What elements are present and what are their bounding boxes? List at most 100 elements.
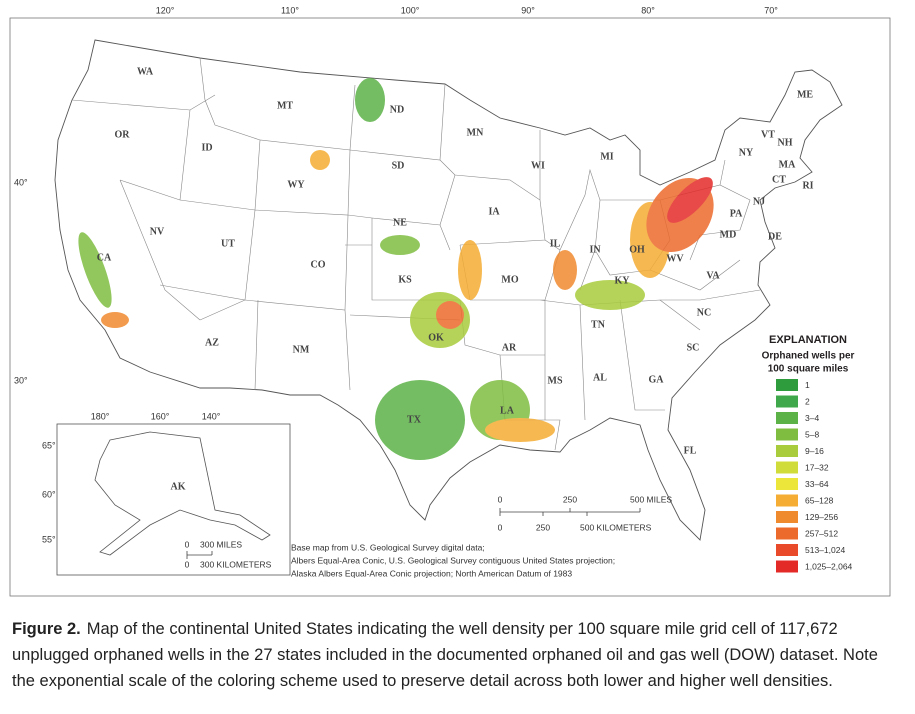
state-label: OR bbox=[115, 129, 131, 140]
legend-label: 9–16 bbox=[805, 446, 824, 456]
state-label: SD bbox=[392, 160, 405, 171]
state-label: DE bbox=[768, 231, 782, 242]
scale-miles-label: 500 MILES bbox=[630, 494, 672, 504]
inset-scale-km-label: 300 KILOMETERS bbox=[200, 559, 272, 569]
longitude-label: 80° bbox=[641, 5, 655, 15]
map-credit: Alaska Albers Equal-Area Conic projectio… bbox=[291, 568, 572, 578]
state-label: NV bbox=[150, 226, 165, 237]
longitude-label: 120° bbox=[156, 5, 175, 15]
legend-label: 65–128 bbox=[805, 495, 834, 505]
inset-latitude-label: 60° bbox=[42, 489, 56, 499]
state-label: MD bbox=[720, 229, 737, 240]
scale-miles-label: 0 bbox=[498, 494, 503, 504]
state-label: OH bbox=[629, 244, 645, 255]
state-label: ND bbox=[390, 104, 404, 115]
state-label: WV bbox=[666, 253, 684, 264]
legend-swatch bbox=[776, 511, 798, 523]
legend-swatch bbox=[776, 445, 798, 457]
legend-label: 5–8 bbox=[805, 429, 819, 439]
caption-text: Map of the continental United States ind… bbox=[12, 620, 878, 690]
latitude-label: 40° bbox=[14, 177, 28, 187]
legend-swatch bbox=[776, 461, 798, 474]
state-label: AZ bbox=[205, 337, 219, 348]
state-label: NE bbox=[393, 217, 407, 228]
state-label: UT bbox=[221, 238, 235, 249]
state-label: KS bbox=[398, 274, 412, 285]
state-label: LA bbox=[500, 405, 515, 416]
state-label: TN bbox=[591, 319, 606, 330]
scale-km-label: 0 bbox=[498, 522, 503, 532]
legend-swatch bbox=[776, 544, 798, 556]
legend-swatch bbox=[776, 395, 798, 408]
state-label: MS bbox=[548, 375, 563, 386]
legend-swatch bbox=[776, 412, 798, 424]
longitude-label: 110° bbox=[281, 5, 299, 15]
legend-swatch bbox=[776, 428, 798, 441]
state-label: CO bbox=[311, 259, 326, 270]
inset-longitude-label: 180° bbox=[91, 411, 110, 421]
state-label: CA bbox=[97, 252, 112, 263]
state-label: RI bbox=[802, 180, 813, 191]
caption-label: Figure 2. bbox=[12, 620, 81, 638]
inset-latitude-label: 55° bbox=[42, 534, 56, 544]
state-label: IN bbox=[589, 244, 601, 255]
longitude-label: 90° bbox=[521, 5, 535, 15]
legend-label: 257–512 bbox=[805, 528, 838, 538]
longitude-label: 100° bbox=[401, 5, 420, 15]
inset-longitude-label: 160° bbox=[151, 411, 170, 421]
state-label: NM bbox=[293, 344, 310, 355]
state-label: NC bbox=[697, 307, 711, 318]
inset-scale-miles-label: 0 bbox=[185, 539, 190, 549]
legend-label: 129–256 bbox=[805, 512, 838, 522]
state-label: MA bbox=[779, 159, 796, 170]
state-label: ID bbox=[201, 142, 212, 153]
legend-subtitle: Orphaned wells per bbox=[762, 351, 855, 362]
inset-label: AK bbox=[171, 481, 186, 492]
inset-scale-bar bbox=[186, 551, 213, 559]
caption: Figure 2. Map of the continental United S… bbox=[12, 616, 904, 694]
legend-swatch bbox=[776, 478, 798, 490]
latitude-label: 30° bbox=[14, 375, 28, 385]
state-label: AR bbox=[502, 342, 517, 353]
scale-km-label: 500 KILOMETERS bbox=[580, 522, 652, 532]
legend-subtitle: 100 square miles bbox=[768, 364, 849, 375]
state-label: MT bbox=[277, 100, 293, 111]
state-label: VT bbox=[761, 129, 775, 140]
state-label: OK bbox=[428, 332, 444, 343]
inset-scale-miles-label: 300 MILES bbox=[200, 539, 242, 549]
state-label: WY bbox=[287, 179, 305, 190]
state-label: NH bbox=[778, 137, 793, 148]
state-label: SC bbox=[687, 342, 700, 353]
scale-bar bbox=[499, 508, 641, 516]
scale-km-label: 250 bbox=[536, 522, 550, 532]
legend-swatch bbox=[776, 560, 798, 573]
map-credit: Albers Equal-Area Conic, U.S. Geological… bbox=[291, 555, 615, 565]
legend-label: 17–32 bbox=[805, 462, 829, 472]
state-label: MN bbox=[467, 127, 484, 138]
legend-swatch bbox=[776, 527, 798, 540]
inset-latitude-label: 65° bbox=[42, 440, 56, 450]
legend-label: 1,025–2,064 bbox=[805, 561, 853, 571]
legend-label: 513–1,024 bbox=[805, 545, 845, 555]
state-label: CT bbox=[772, 174, 786, 185]
state-label: FL bbox=[684, 445, 697, 456]
state-label: WI bbox=[531, 160, 545, 171]
state-label: MI bbox=[600, 151, 613, 162]
alaska-outline bbox=[94, 431, 271, 556]
state-label: IL bbox=[550, 238, 561, 249]
map-frame bbox=[9, 17, 891, 597]
state-label: NJ bbox=[753, 196, 765, 207]
inset-longitude-label: 140° bbox=[202, 411, 221, 421]
us-outline bbox=[54, 39, 843, 541]
legend-swatch bbox=[776, 494, 798, 507]
state-label: MO bbox=[501, 274, 518, 285]
legend-label: 33–64 bbox=[805, 479, 829, 489]
scale-miles-label: 250 bbox=[563, 494, 577, 504]
state-label: GA bbox=[649, 374, 665, 385]
map-figure: 120° 110° 100° 90° 80° 70° 40° 30° WA OR CA NV ID MT W… bbox=[9, 5, 891, 597]
legend-swatch bbox=[776, 379, 798, 391]
state-label: ME bbox=[797, 89, 813, 100]
legend-title: EXPLANATION bbox=[769, 334, 847, 346]
legend-label: 2 bbox=[805, 396, 810, 406]
